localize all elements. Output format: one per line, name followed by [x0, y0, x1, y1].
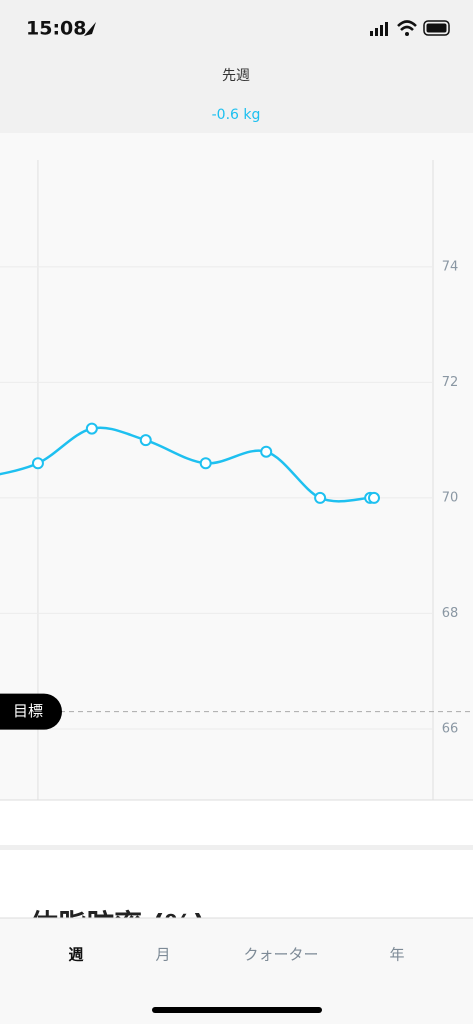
change-label: -0.6 kg [212, 107, 261, 123]
status-time: 15:08 [26, 18, 86, 40]
battery [423, 20, 450, 36]
section-divider [0, 845, 473, 850]
chart: 66 68 70 72 74 目標 [0, 160, 473, 800]
chart-bg [0, 133, 473, 800]
y-tick-label: 74 [442, 259, 459, 274]
tab[interactable]: 月 [155, 946, 170, 964]
y-tick-label: 68 [442, 606, 459, 621]
tabs: 週 月 クォーター 年 [68, 946, 404, 964]
data-point [85, 422, 98, 435]
tab[interactable]: クォーター [243, 946, 318, 964]
wifi-dot [405, 32, 409, 36]
data-point [260, 445, 273, 458]
tab-bar [0, 918, 473, 1024]
data-point [139, 434, 152, 447]
y-tick-label: 70 [442, 490, 459, 505]
y-tick-label: 66 [442, 721, 459, 736]
wifi-icon [397, 20, 417, 31]
goal-label: 目標 [13, 702, 43, 720]
data-point [368, 491, 380, 504]
battery-level [426, 23, 447, 33]
goal-badge [0, 693, 62, 730]
signal-icon [370, 22, 388, 36]
home-indicator [152, 1007, 322, 1013]
period-label: 先週 [222, 68, 250, 84]
data-point [314, 491, 327, 504]
spacer [0, 801, 473, 845]
header-bg [0, 0, 473, 133]
tab[interactable]: 週 [68, 946, 83, 964]
location-icon [84, 22, 96, 36]
section-bg [0, 850, 473, 920]
tab[interactable]: 年 [389, 946, 404, 964]
y-tick-label: 72 [442, 375, 459, 390]
data-point [199, 457, 212, 470]
data-point [31, 457, 44, 470]
